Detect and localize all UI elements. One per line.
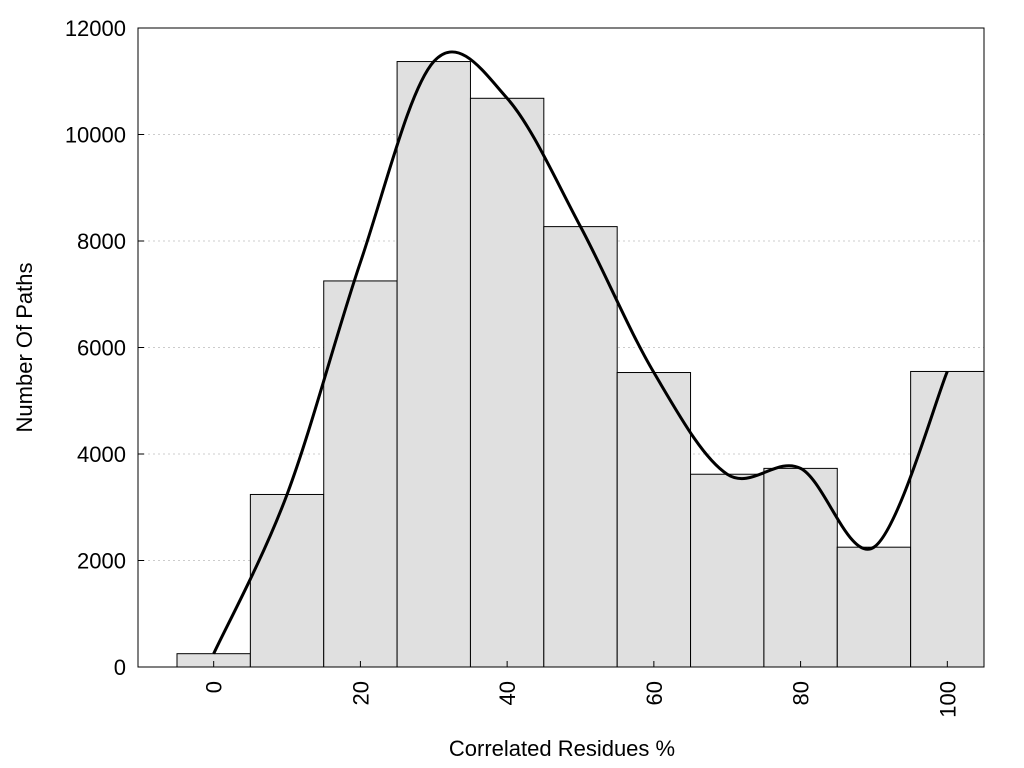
x-axis-title: Correlated Residues % [449, 736, 675, 761]
x-tick-label: 20 [348, 681, 373, 705]
bars [176, 61, 985, 668]
histogram-bar [910, 370, 985, 668]
x-tick-label: 100 [935, 681, 960, 718]
y-tick-label: 0 [114, 655, 126, 680]
y-tick-label: 6000 [77, 336, 126, 361]
histogram-bar [543, 226, 618, 668]
x-tick-label: 0 [202, 681, 227, 693]
histogram-bar [469, 97, 545, 668]
histogram-bar [836, 546, 912, 668]
x-tick-label: 40 [495, 681, 520, 705]
y-axis-title: Number Of Paths [12, 263, 37, 433]
histogram-bar [249, 493, 325, 668]
y-tick-label: 2000 [77, 549, 126, 574]
histogram-bar [763, 467, 838, 668]
x-tick-label: 80 [789, 681, 814, 705]
y-tick-label: 4000 [77, 442, 126, 467]
y-tick-label: 10000 [65, 123, 126, 148]
density-curve [212, 50, 949, 655]
y-tick-label: 12000 [65, 16, 126, 41]
histogram-bar [323, 280, 398, 668]
x-tick-label: 60 [642, 681, 667, 705]
y-tick-label: 8000 [77, 229, 126, 254]
histogram-bar [690, 473, 765, 668]
y-axis-ticks: 0 2000 4000 6000 8000 10000 12000 [65, 16, 144, 680]
density-curve-line [212, 50, 949, 655]
x-axis-ticks: 0 20 40 60 80 100 [202, 661, 960, 718]
histogram-bar [396, 61, 471, 668]
